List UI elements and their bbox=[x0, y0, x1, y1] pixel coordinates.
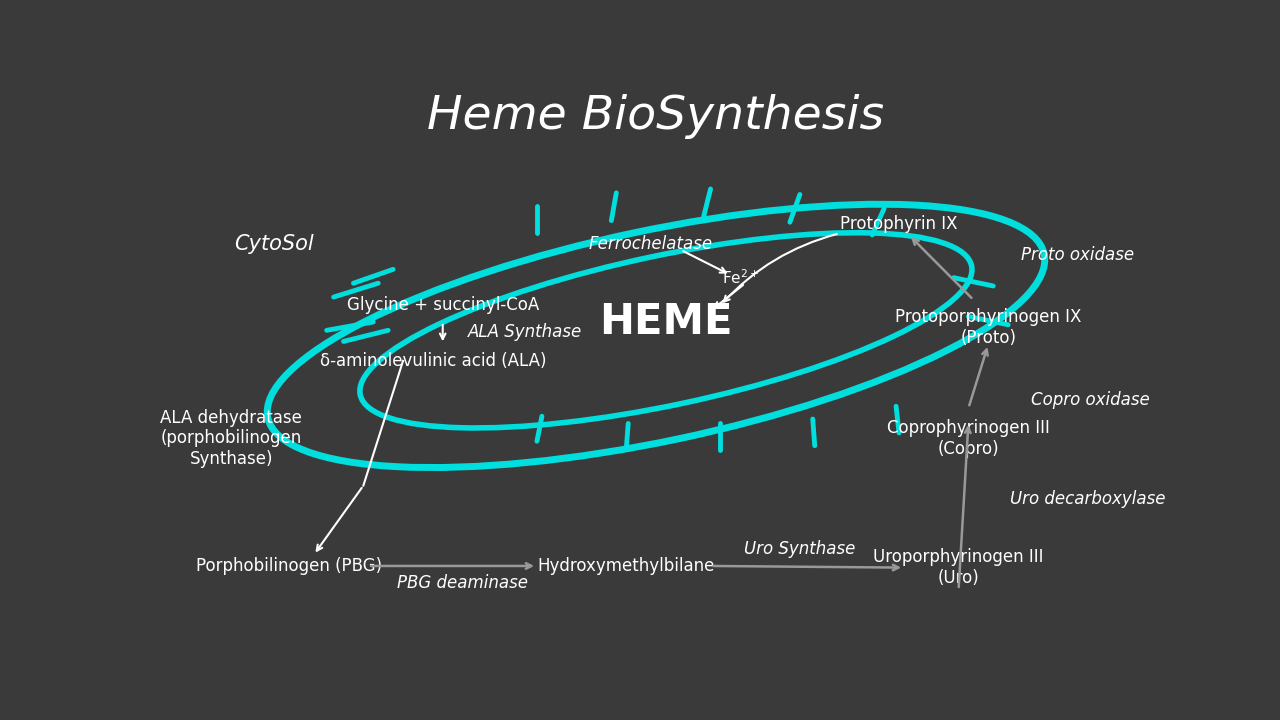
Text: Ferrochelatase: Ferrochelatase bbox=[589, 235, 713, 253]
Text: HEME: HEME bbox=[599, 301, 732, 343]
Text: Hydroxymethylbilane: Hydroxymethylbilane bbox=[538, 557, 716, 575]
Text: Uro decarboxylase: Uro decarboxylase bbox=[1010, 490, 1165, 508]
Text: δ-aminolevulinic acid (ALA): δ-aminolevulinic acid (ALA) bbox=[320, 352, 547, 370]
Text: PBG deaminase: PBG deaminase bbox=[397, 574, 529, 592]
Text: Heme BioSynthesis: Heme BioSynthesis bbox=[428, 94, 884, 140]
Text: Uro Synthase: Uro Synthase bbox=[744, 540, 855, 558]
Text: Proto oxidase: Proto oxidase bbox=[1021, 246, 1134, 264]
Text: Protoporphyrinogen IX
(Proto): Protoporphyrinogen IX (Proto) bbox=[895, 308, 1082, 347]
Text: Glycine + succinyl-CoA: Glycine + succinyl-CoA bbox=[347, 297, 539, 315]
Text: Protophyrin IX: Protophyrin IX bbox=[840, 215, 957, 233]
Text: Coprophyrinogen III
(Copro): Coprophyrinogen III (Copro) bbox=[887, 419, 1050, 458]
Text: Fe$^{2+}$: Fe$^{2+}$ bbox=[722, 269, 759, 287]
Text: Copro oxidase: Copro oxidase bbox=[1032, 391, 1149, 409]
Ellipse shape bbox=[268, 204, 1044, 467]
Text: CytoSol: CytoSol bbox=[234, 235, 314, 254]
Text: ALA dehydratase
(porphobilinogen
Synthase): ALA dehydratase (porphobilinogen Synthas… bbox=[160, 409, 302, 468]
Text: ALA Synthase: ALA Synthase bbox=[467, 323, 582, 341]
Text: Uroporphyrinogen III
(Uro): Uroporphyrinogen III (Uro) bbox=[873, 548, 1043, 587]
Text: Porphobilinogen (PBG): Porphobilinogen (PBG) bbox=[196, 557, 381, 575]
